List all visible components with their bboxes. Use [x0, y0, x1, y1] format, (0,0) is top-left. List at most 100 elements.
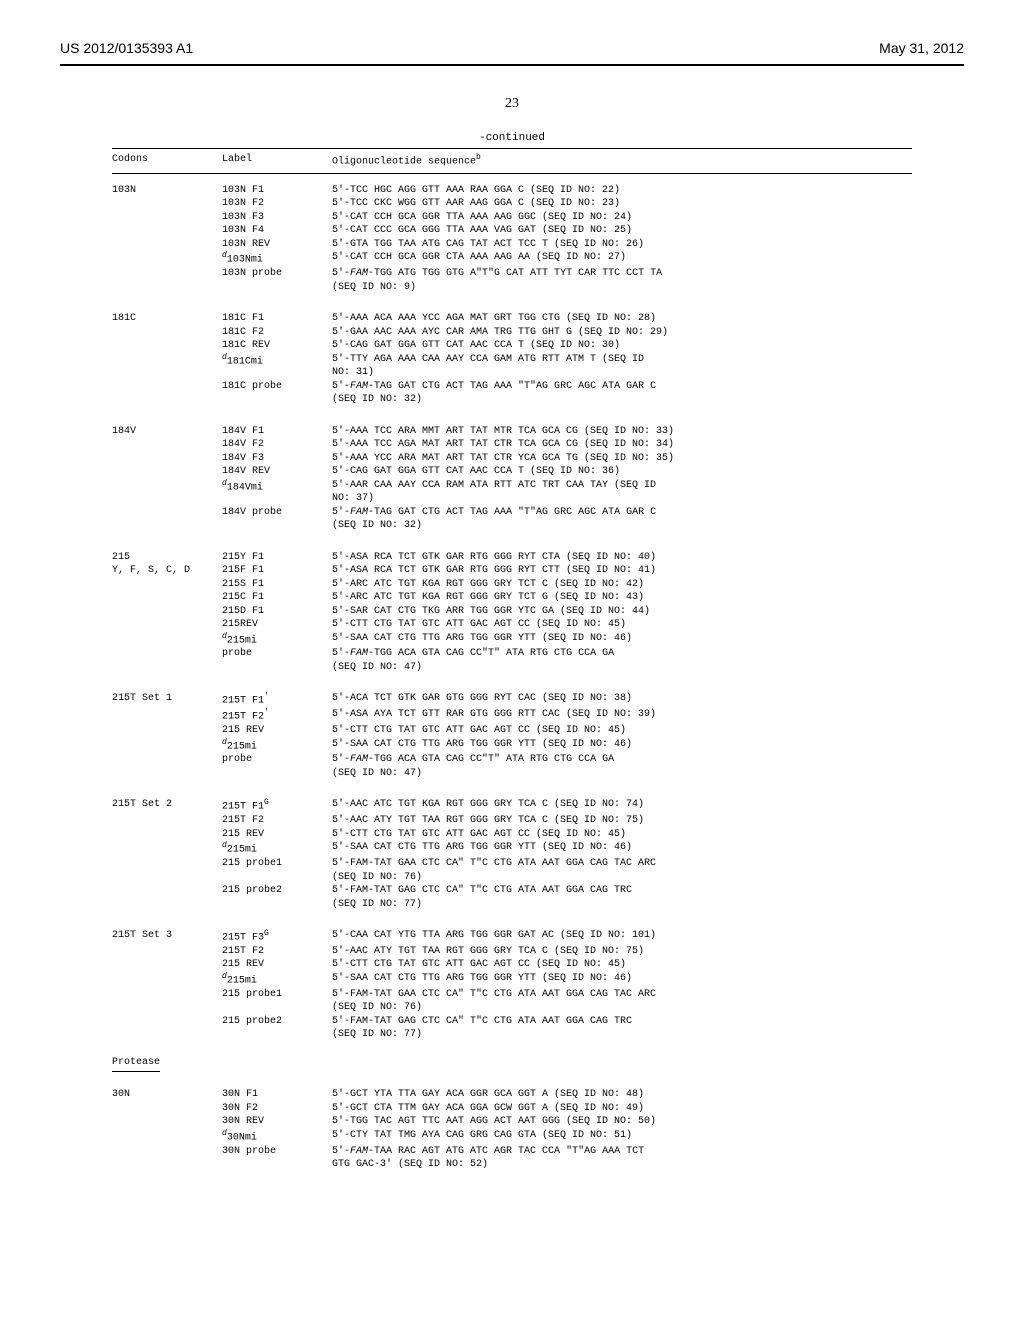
sequence-row: 30N REV5'-TGG TAC AGT TTC AAT AGG ACT AA…	[112, 1115, 912, 1129]
label-cell: d215mi	[222, 738, 332, 754]
col-header-sequence: Oligonucleotide sequenceb	[332, 153, 912, 169]
sequence-row: 181C REV5'-CAG GAT GGA GTT CAT AAC CCA T…	[112, 339, 912, 353]
label-cell: 30N F1	[222, 1088, 332, 1102]
sequence-cell: 5'-AAC ATY TGT TAA RGT GGG GRY TCA C (SE…	[332, 945, 912, 959]
codon-cell: 215T Set 1	[112, 692, 222, 706]
sequence-cell: 5'-FAM-TAG GAT CTG ACT TAG AAA "T"AG GRC…	[332, 506, 912, 533]
sequence-row: 215T F25'-AAC ATY TGT TAA RGT GGG GRY TC…	[112, 945, 912, 959]
label-cell: 184V F1	[222, 425, 332, 439]
label-cell: 181C REV	[222, 339, 332, 353]
sequence-cell: 5'-FAM-TAT GAG CTC CA" T"C CTG ATA AAT G…	[332, 1015, 912, 1042]
col-header-codons: Codons	[112, 153, 222, 167]
publication-id: US 2012/0135393 A1	[60, 40, 193, 56]
label-cell: 215C F1	[222, 591, 332, 605]
sequence-row: 215 probe15'-FAM-TAT GAA CTC CA" T"C CTG…	[112, 988, 912, 1015]
label-cell: 215 REV	[222, 958, 332, 972]
sequence-cell: 5'-CAG GAT GGA GTT CAT AAC CCA T (SEQ ID…	[332, 465, 912, 479]
header-rule	[60, 64, 964, 66]
sequence-cell: 5'-AAC ATC TGT KGA RGT GGG GRY TCA C (SE…	[332, 798, 912, 812]
sequence-cell: 5'-FAM-TGG ATG TGG GTG A"T"G CAT ATT TYT…	[332, 267, 912, 294]
sequence-cell: 5'-FAM-TAT GAG CTC CA" T"C CTG ATA AAT G…	[332, 884, 912, 911]
codon-cell: 184V	[112, 425, 222, 439]
label-cell: 181C F2	[222, 326, 332, 340]
label-cell: 215S F1	[222, 578, 332, 592]
sequence-row: 215215Y F15'-ASA RCA TCT GTK GAR RTG GGG…	[112, 551, 912, 565]
codon-group: 215215Y F15'-ASA RCA TCT GTK GAR RTG GGG…	[112, 541, 912, 675]
label-cell: 184V probe	[222, 506, 332, 520]
sequence-row: 103N F45'-CAT CCC GCA GGG TTA AAA VAG GA…	[112, 224, 912, 238]
protease-section-header: Protease	[112, 1056, 160, 1073]
label-cell: 103N F3	[222, 211, 332, 225]
sequence-row: 103N F35'-CAT CCH GCA GGR TTA AAA AAG GG…	[112, 211, 912, 225]
sequence-cell: 5'-ARC ATC TGT KGA RGT GGG GRY TCT C (SE…	[332, 578, 912, 592]
sequence-row: 181C F25'-GAA AAC AAA AYC CAR AMA TRG TT…	[112, 326, 912, 340]
label-cell: 215T F2	[222, 814, 332, 828]
sequence-cell: 5'-AAC ATY TGT TAA RGT GGG GRY TCA C (SE…	[332, 814, 912, 828]
sequence-row: 215 probe15'-FAM-TAT GAA CTC CA" T"C CTG…	[112, 857, 912, 884]
label-cell: 215 probe1	[222, 988, 332, 1002]
sequence-row: 215T Set 1215T F1'5'-ACA TCT GTK GAR GTG…	[112, 692, 912, 708]
label-cell: d181Cmi	[222, 353, 332, 369]
sequence-row: 30N30N F15'-GCT YTA TTA GAY ACA GGR GCA …	[112, 1088, 912, 1102]
label-cell: 215T F1'	[222, 692, 332, 708]
sequence-cell: 5'-SAR CAT CTG TKG ARR TGG GGR YTC GA (S…	[332, 605, 912, 619]
sequence-cell: 5'-TCC HGC AGG GTT AAA RAA GGA C (SEQ ID…	[332, 184, 912, 198]
codon-cell: 215T Set 2	[112, 798, 222, 812]
label-cell: d215mi	[222, 632, 332, 648]
sequence-row: probe5'-FAM-TGG ACA GTA CAG CC"T" ATA RT…	[112, 753, 912, 780]
sequence-cell: 5'-FAM-TAG GAT CTG ACT TAG AAA "T"AG GRC…	[332, 380, 912, 407]
sequence-cell: 5'-AAA TCC AGA MAT ART TAT CTR TCA GCA C…	[332, 438, 912, 452]
sequence-cell: 5'-CTT CTG TAT GTC ATT GAC AGT CC (SEQ I…	[332, 724, 912, 738]
sequence-row: 103N103N F15'-TCC HGC AGG GTT AAA RAA GG…	[112, 184, 912, 198]
sequence-row: 181C181C F15'-AAA ACA AAA YCC AGA MAT GR…	[112, 312, 912, 326]
sequence-cell: 5'-AAR CAA AAY CCA RAM ATA RTT ATC TRT C…	[332, 479, 912, 506]
label-cell: 103N probe	[222, 267, 332, 281]
sequence-row: 184V REV5'-CAG GAT GGA GTT CAT AAC CCA T…	[112, 465, 912, 479]
label-cell: d184Vmi	[222, 479, 332, 495]
codon-cell: Y, F, S, C, D	[112, 564, 222, 578]
label-cell: 30N REV	[222, 1115, 332, 1129]
sequence-row: 30N probe5'-FAM-TAA RAC AGT ATG ATC AGR …	[112, 1145, 912, 1172]
sequence-row: d184Vmi5'-AAR CAA AAY CCA RAM ATA RTT AT…	[112, 479, 912, 506]
sequence-cell: 5'-SAA CAT CTG TTG ARG TGG GGR YTT (SEQ …	[332, 738, 912, 752]
label-cell: probe	[222, 647, 332, 661]
sequence-row: d103Nmi5'-CAT CCH GCA GGR CTA AAA AAG AA…	[112, 251, 912, 267]
label-cell: 103N REV	[222, 238, 332, 252]
label-cell: 103N F4	[222, 224, 332, 238]
sequence-row: 215 REV5'-CTT CTG TAT GTC ATT GAC AGT CC…	[112, 724, 912, 738]
sequence-row: 215T Set 3215T F3G5'-CAA CAT YTG TTA ARG…	[112, 929, 912, 945]
sequence-cell: 5'-SAA CAT CTG TTG ARG TGG GGR YTT (SEQ …	[332, 972, 912, 986]
codon-cell: 215T Set 3	[112, 929, 222, 943]
sequence-cell: 5'-ASA RCA TCT GTK GAR RTG GGG RYT CTT (…	[332, 564, 912, 578]
sequence-row: d181Cmi5'-TTY AGA AAA CAA AAY CCA GAM AT…	[112, 353, 912, 380]
sequence-row: probe5'-FAM-TGG ACA GTA CAG CC"T" ATA RT…	[112, 647, 912, 674]
sequence-cell: 5'-ASA RCA TCT GTK GAR RTG GGG RYT CTA (…	[332, 551, 912, 565]
sequence-cell: 5'-GTA TGG TAA ATG CAG TAT ACT TCC T (SE…	[332, 238, 912, 252]
sequence-row: 184V F25'-AAA TCC AGA MAT ART TAT CTR TC…	[112, 438, 912, 452]
sequence-row: 103N F25'-TCC CKC WGG GTT AAR AAG GGA C …	[112, 197, 912, 211]
label-cell: 30N F2	[222, 1102, 332, 1116]
label-cell: 181C F1	[222, 312, 332, 326]
sequence-cell: 5'-CAA CAT YTG TTA ARG TGG GGR GAT AC (S…	[332, 929, 912, 943]
label-cell: 215T F1G	[222, 798, 332, 814]
label-cell: d215mi	[222, 841, 332, 857]
sequence-row: 215REV5'-CTT CTG TAT GTC ATT GAC AGT CC …	[112, 618, 912, 632]
sequence-cell: 5'-GCT YTA TTA GAY ACA GGR GCA GGT A (SE…	[332, 1088, 912, 1102]
sequence-row: 181C probe5'-FAM-TAG GAT CTG ACT TAG AAA…	[112, 380, 912, 407]
label-cell: 184V F3	[222, 452, 332, 466]
sequence-row: d215mi5'-SAA CAT CTG TTG ARG TGG GGR YTT…	[112, 632, 912, 648]
label-cell: 30N probe	[222, 1145, 332, 1159]
codon-group: 30N30N F15'-GCT YTA TTA GAY ACA GGR GCA …	[112, 1078, 912, 1171]
label-cell: 103N F2	[222, 197, 332, 211]
sequence-row: 215D F15'-SAR CAT CTG TKG ARR TGG GGR YT…	[112, 605, 912, 619]
sequence-row: 215 probe25'-FAM-TAT GAG CTC CA" T"C CTG…	[112, 884, 912, 911]
label-cell: d30Nmi	[222, 1129, 332, 1145]
sequence-cell: 5'-FAM-TAA RAC AGT ATG ATC AGR TAC CCA "…	[332, 1145, 912, 1172]
sequence-cell: 5'-TCC CKC WGG GTT AAR AAG GGA C (SEQ ID…	[332, 197, 912, 211]
label-cell: 215REV	[222, 618, 332, 632]
publication-date: May 31, 2012	[879, 40, 964, 56]
label-cell: 103N F1	[222, 184, 332, 198]
sequence-row: 184V probe5'-FAM-TAG GAT CTG ACT TAG AAA…	[112, 506, 912, 533]
sequence-cell: 5'-FAM-TAT GAA CTC CA" T"C CTG ATA AAT G…	[332, 857, 912, 884]
sequence-row: 215T F2'5'-ASA AYA TCT GTT RAR GTG GGG R…	[112, 708, 912, 724]
